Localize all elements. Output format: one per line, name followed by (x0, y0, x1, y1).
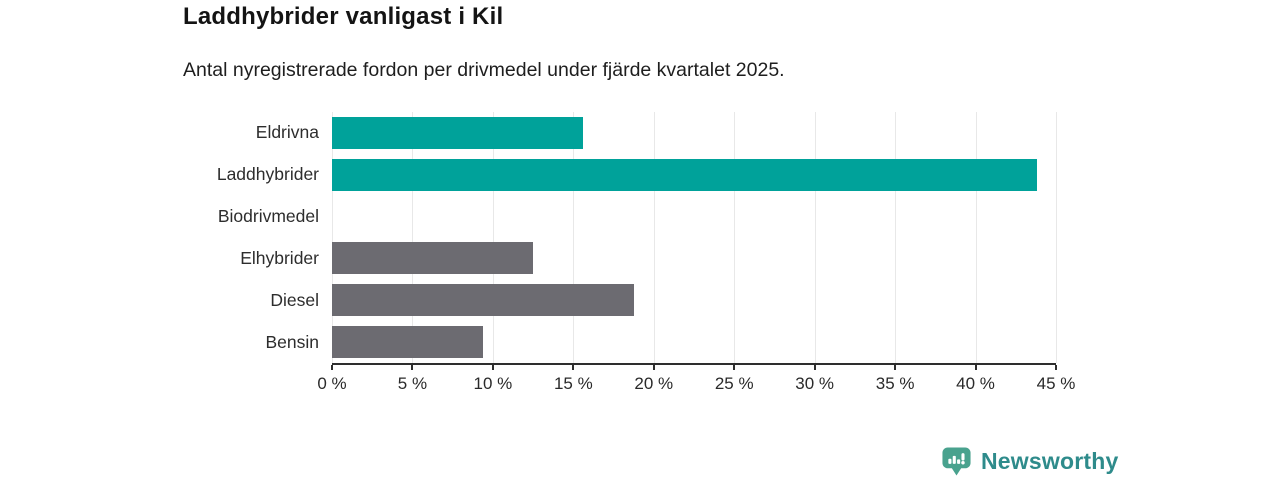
bar-laddhybrider (332, 158, 1037, 191)
category-label-laddhybrider: Laddhybrider (216, 164, 319, 185)
bar-row-laddhybrider: Laddhybrider (217, 154, 1056, 196)
bar-eldrivna (332, 116, 583, 149)
gridline-35 (895, 112, 897, 363)
x-axis-tick-label-40: 40 % (956, 374, 995, 393)
x-axis-tick-label-30: 30 % (795, 374, 835, 393)
x-axis-tick-30 (813, 365, 816, 370)
gridline-5 (412, 112, 414, 363)
x-axis-tick-label-15: 15 % (553, 374, 593, 393)
x-axis-tick-10 (491, 365, 494, 370)
gridline-25 (734, 112, 736, 363)
x-axis-tick-25 (733, 365, 736, 370)
gridline-40 (975, 112, 977, 363)
x-axis-tick-label-10: 10 % (473, 374, 513, 393)
category-label-diesel: Diesel (270, 289, 319, 310)
x-axis-tick-35 (894, 365, 897, 370)
bar-row-elhybrider: Elhybrider (240, 238, 1056, 280)
x-axis-tick-40 (974, 365, 977, 370)
x-axis-tick-label-35: 35 % (875, 374, 915, 393)
chart-title: Laddhybrider vanligast i Kil (183, 3, 504, 30)
x-axis: 0 % 5 % 10 % 15 % 20 % 25 % 30 % 35 % 40 % 45 % (317, 365, 1075, 405)
gridline-20 (653, 112, 655, 363)
newsworthy-logo: Newsworthy (941, 446, 1118, 477)
newsworthy-bar-chart-bubble-icon (942, 447, 971, 476)
x-axis-tick-label-0: 0 % (317, 374, 347, 393)
category-label-biodrivmedel: Biodrivmedel (217, 206, 319, 227)
category-label-bensin: Bensin (265, 331, 319, 352)
x-axis-tick-5 (411, 365, 414, 370)
gridline-10 (492, 112, 494, 363)
gridline-15 (573, 112, 575, 363)
x-axis-tick-label-5: 5 % (397, 374, 428, 393)
newsworthy-logo-text: Newsworthy (981, 448, 1119, 474)
bar-bensin (332, 326, 484, 359)
bar-row-eldrivna: Eldrivna (256, 112, 1056, 154)
gridline-45 (1056, 112, 1057, 363)
category-label-eldrivna: Eldrivna (255, 122, 319, 143)
gridline-0 (332, 112, 333, 363)
x-axis-tick-label-20: 20 % (634, 374, 674, 393)
bar-diesel (332, 284, 635, 317)
x-axis-tick-label-25: 25 % (714, 374, 754, 393)
gridline-30 (814, 112, 816, 363)
x-axis-tick-0 (331, 365, 333, 370)
bar-row-diesel: Diesel (270, 279, 1056, 321)
bar-row-bensin: Bensin (265, 321, 1056, 363)
x-axis-tick-20 (652, 365, 655, 370)
x-axis-tick-45 (1055, 365, 1057, 370)
bar-row-biodrivmedel: Biodrivmedel (218, 196, 1056, 238)
x-axis-tick-label-45: 45 % (1036, 374, 1076, 393)
x-axis-tick-15 (572, 365, 575, 370)
plot-area: Eldrivna Laddhybrider Biodrivmedel Elhybrid… (217, 112, 1057, 365)
category-label-elhybrider: Elhybrider (240, 247, 319, 268)
bar-elhybrider (332, 242, 534, 275)
chart-subtitle: Antal nyregistrerade fordon per drivmede… (183, 59, 785, 81)
